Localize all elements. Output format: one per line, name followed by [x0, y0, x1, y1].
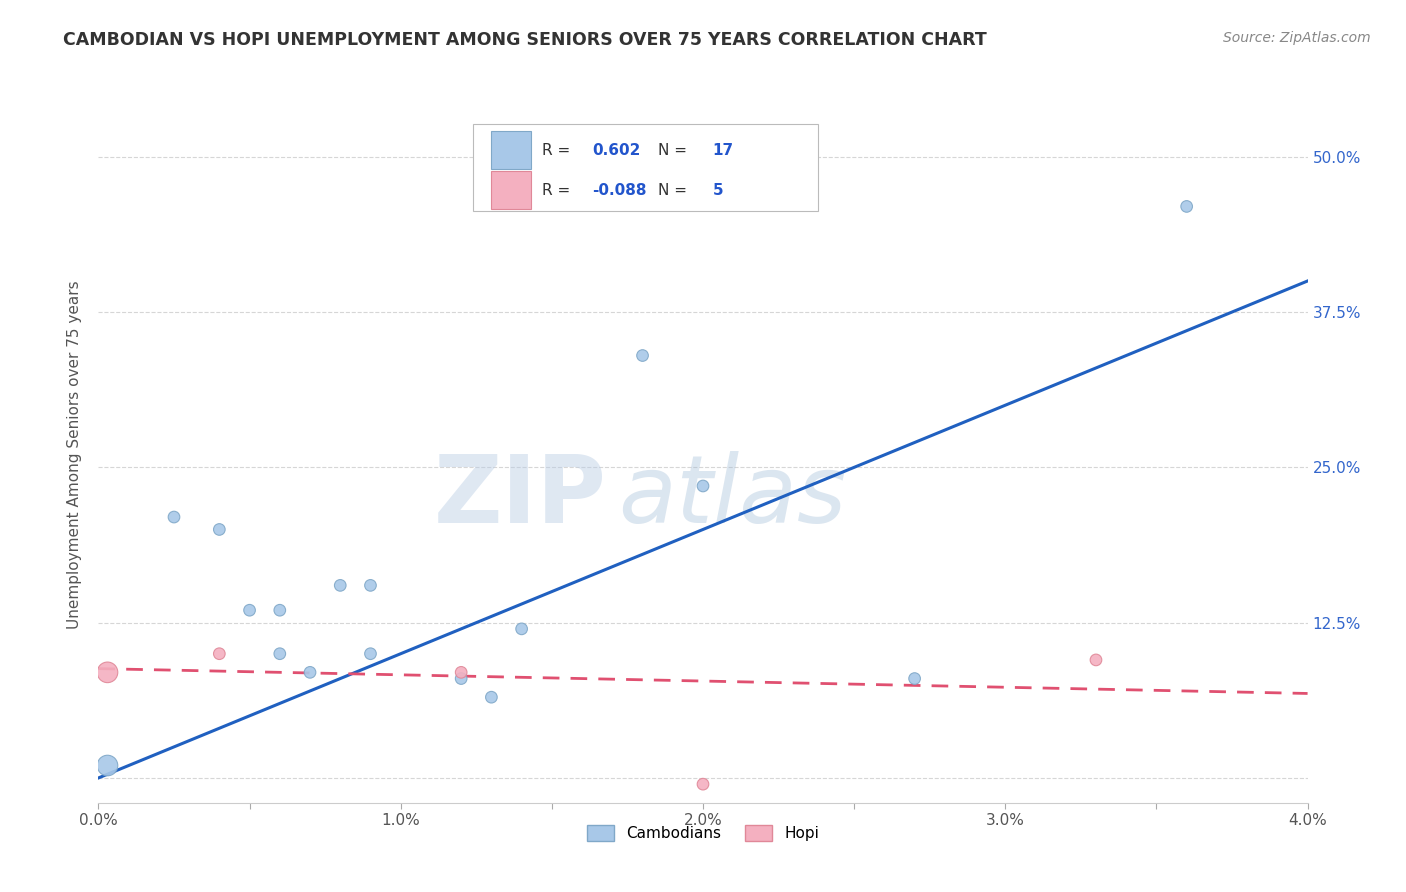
Text: N =: N = [658, 143, 692, 158]
Text: 0.602: 0.602 [592, 143, 640, 158]
Point [269, 647, 291, 661]
Point [360, 578, 382, 592]
Point [208, 523, 231, 537]
Point [96, 758, 118, 772]
FancyBboxPatch shape [492, 171, 531, 210]
Text: CAMBODIAN VS HOPI UNEMPLOYMENT AMONG SENIORS OVER 75 YEARS CORRELATION CHART: CAMBODIAN VS HOPI UNEMPLOYMENT AMONG SEN… [63, 31, 987, 49]
Point [481, 690, 503, 705]
Text: R =: R = [543, 183, 575, 198]
Text: 5: 5 [713, 183, 723, 198]
Point [1175, 199, 1198, 213]
FancyBboxPatch shape [474, 124, 818, 211]
Point [329, 578, 352, 592]
Text: Source: ZipAtlas.com: Source: ZipAtlas.com [1223, 31, 1371, 45]
FancyBboxPatch shape [492, 131, 531, 169]
Point [163, 510, 186, 524]
Text: 17: 17 [713, 143, 734, 158]
Point [904, 672, 927, 686]
Point [208, 647, 231, 661]
Text: atlas: atlas [619, 451, 846, 542]
Point [1085, 653, 1108, 667]
Legend: Cambodians, Hopi: Cambodians, Hopi [581, 819, 825, 847]
Point [269, 603, 291, 617]
Text: R =: R = [543, 143, 575, 158]
Text: -0.088: -0.088 [592, 183, 647, 198]
Point [450, 672, 472, 686]
Y-axis label: Unemployment Among Seniors over 75 years: Unemployment Among Seniors over 75 years [67, 281, 83, 629]
Point [692, 479, 714, 493]
Text: ZIP: ZIP [433, 450, 606, 542]
Point [450, 665, 472, 680]
Text: N =: N = [658, 183, 692, 198]
Point [692, 777, 714, 791]
Point [239, 603, 262, 617]
Point [96, 665, 118, 680]
Point [631, 349, 654, 363]
Point [510, 622, 533, 636]
Point [299, 665, 322, 680]
Point [360, 647, 382, 661]
